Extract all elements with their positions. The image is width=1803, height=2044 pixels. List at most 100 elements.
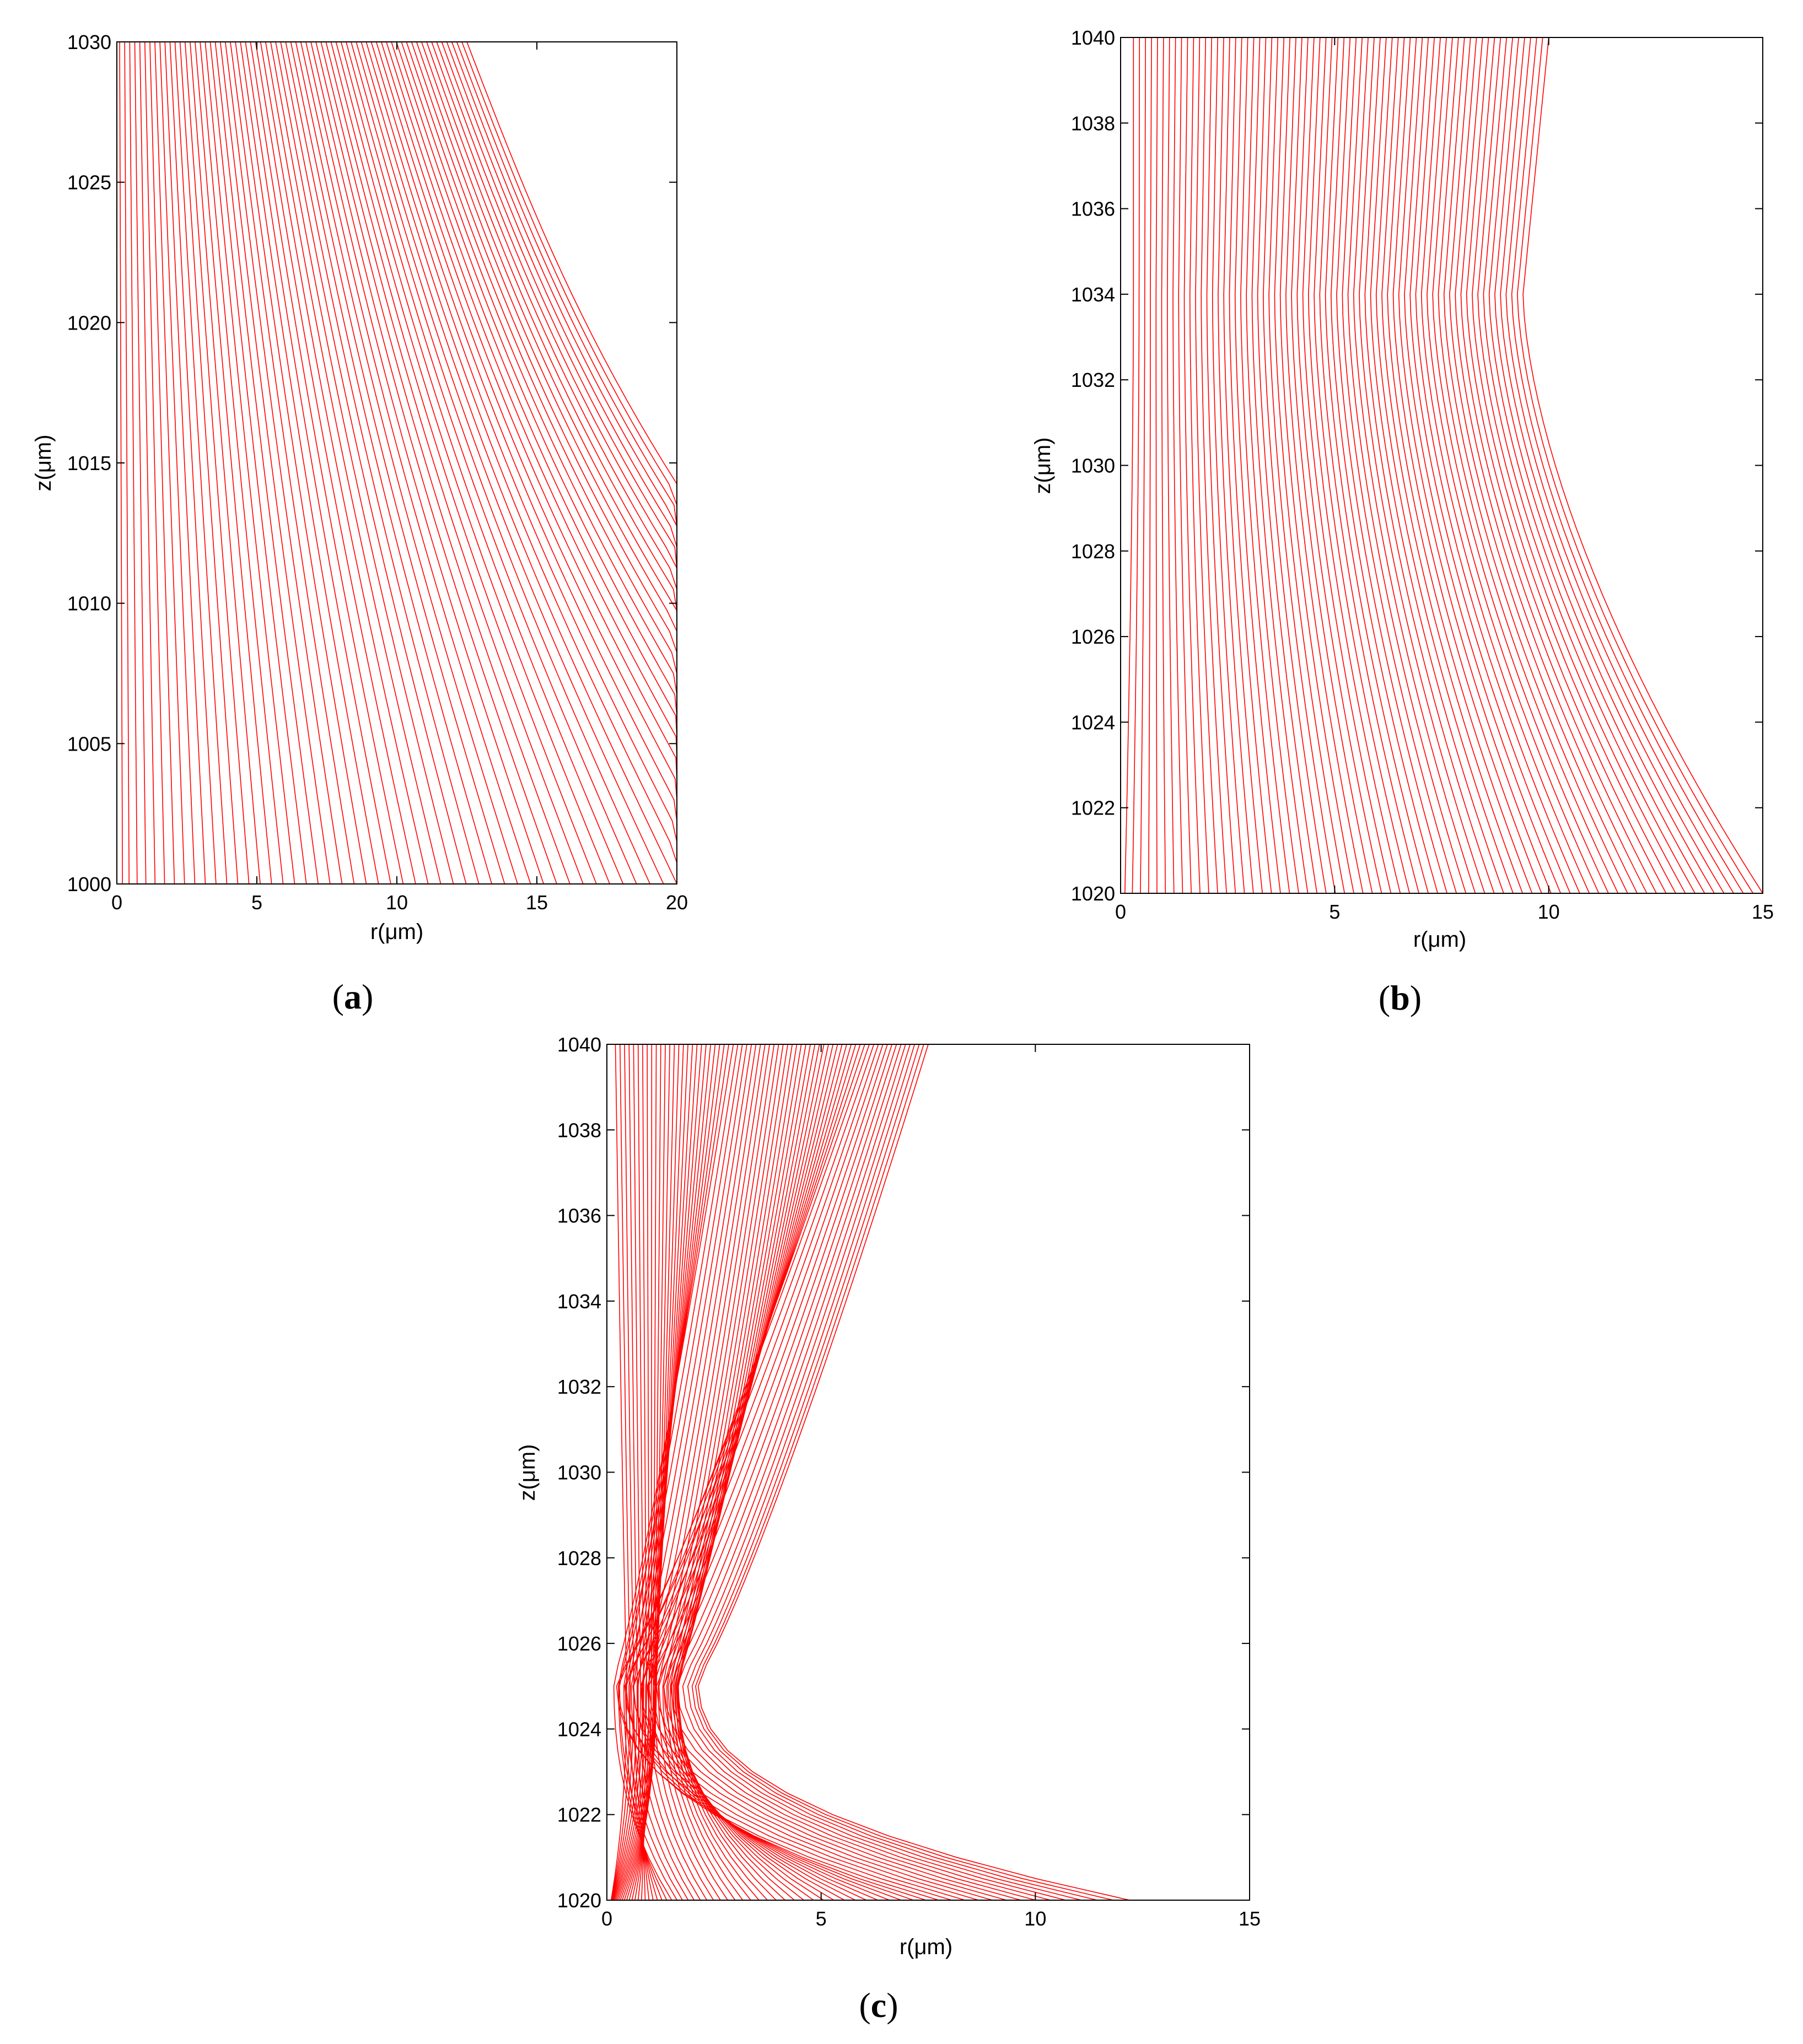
panel-c-ray [611,1044,642,1900]
panel-a-ray [204,42,295,884]
panel-a-rays [119,42,677,884]
panel-a-ray [421,42,677,884]
panel-c-ray [640,1044,979,1900]
panel-b-ray [1500,37,1725,893]
panel-b-ray [1195,37,1218,893]
panel-a-ray [209,42,307,884]
panel-a-ray [270,42,454,884]
panel-b-ray [1381,37,1524,893]
panel-b-ray [1279,37,1354,893]
panel-a-y-tick-label: 1010 [67,592,111,615]
panel-c-ray [662,1044,775,1900]
panel-c-plot-frame [606,1044,1250,1901]
panel-a-ray [214,42,319,884]
panel-a-ray [290,42,505,884]
panel-a-ray [285,42,492,884]
panel-a-ray [441,42,677,884]
panel-b-y-tick-label: 1034 [1071,283,1115,306]
panel-a-ray [375,42,677,884]
panel-b-ray [1325,37,1429,893]
panel-b-ray [1155,37,1158,893]
panel-a-ray [260,42,429,884]
panel-c-ray [691,1044,1097,1900]
panel-c-y-tick-label: 1024 [557,1718,601,1740]
panel-c-y-axis-label: z(μm) [515,1444,540,1501]
panel-b-ray [1353,37,1476,893]
panel-b-y-tick-label: 1022 [1071,797,1115,819]
panel-a-ray [456,42,677,884]
panel-c-y-tick-label: 1038 [557,1119,601,1141]
panel-b-ray [1257,37,1317,893]
panel-c-y-tick-label: 1020 [557,1889,601,1912]
panel-c-ray [670,1044,1036,1900]
panel-a-ray [144,42,165,884]
panel-a-ray [446,42,677,884]
panel-a-ray [305,42,545,884]
panel-b-ray [1330,37,1438,893]
panel-a-ray [356,42,677,884]
panel-b-ray [1296,37,1382,893]
panel-b-y-tick-label: 1036 [1071,198,1115,220]
panel-a-ray [310,42,557,884]
panel-b-ray [1183,37,1201,893]
panel-b-ray [1398,37,1552,893]
panel-b-caption-letter: b [1390,978,1410,1017]
panel-a-ray [295,42,518,884]
panel-c-ray [637,1044,711,1900]
panel-b-rays [1124,37,1763,893]
panel-c-y-tick-label: 1040 [557,1033,601,1056]
panel-a-ray [426,42,677,884]
panel-a-ray [200,42,284,884]
panel-b-ray [1370,37,1504,893]
panel-a-y-tick-label: 1000 [67,873,111,896]
panel-a-x-tick-label: 0 [111,891,122,914]
panel-a-ray [466,42,677,884]
panel-c-y-tick-label: 1026 [557,1632,601,1655]
panel-c-y-tick-label: 1022 [557,1804,601,1826]
panel-a-ray [396,42,677,884]
panel-b-ray [1438,37,1619,893]
panel-b-ray [1206,37,1236,893]
panel-a-ray [401,42,677,884]
panel-a-ray [436,42,677,884]
panel-b-y-tick-label: 1026 [1071,625,1115,648]
panel-b-ray [1251,37,1309,893]
panel-a-ray [159,42,196,884]
panel-c-x-tick-label: 15 [1239,1907,1261,1930]
panel-b-ray [1522,37,1763,893]
panel-c-ray [656,1044,1007,1900]
panel-a-x-tick-label: 10 [386,891,408,914]
panel-b-ray [1178,37,1192,893]
panel-c-caption: (c) [859,1986,898,2025]
panel-c-ray [613,1044,734,1900]
panel-b-ray [1449,37,1638,893]
panel-a-y-axis-label: z(μm) [31,434,56,491]
panel-b-ray [1375,37,1514,893]
panel-b-ray [1307,37,1401,893]
panel-b-ray [1234,37,1281,893]
panel-a-ray [174,42,228,884]
panel-a-ray [265,42,442,884]
panel-a-x-tick-label: 20 [666,891,688,914]
panel-a-ray [245,42,391,884]
panel-c-ray [633,1044,902,1900]
panel-a-y-tick-label: 1025 [67,171,111,194]
panel-c-x-ticks: 0 5 10 15 [601,1044,1261,1930]
panel-c-ray [653,1044,766,1900]
panel-b-ray [1161,37,1166,893]
panel-c-ray [663,1044,1021,1900]
panel-b-ray [1460,37,1657,893]
panel-b-x-tick-label: 0 [1115,900,1126,923]
panel-c-ray [625,1044,914,1900]
panel-c-ray [663,1044,845,1900]
panel-a-ray [250,42,404,884]
panel-b-ray [1387,37,1533,893]
panel-a-ray [346,42,650,884]
panel-a-x-ticks: 0 5 10 15 20 [111,42,688,914]
panel-c-ray [611,1044,631,1900]
panel-a-ray [360,42,677,884]
panel-b-chart: 0 5 10 15 102010221024102610281030103210341… [1031,26,1774,1017]
panel-b-ray [1511,37,1744,893]
panel-b-ray [1291,37,1373,893]
